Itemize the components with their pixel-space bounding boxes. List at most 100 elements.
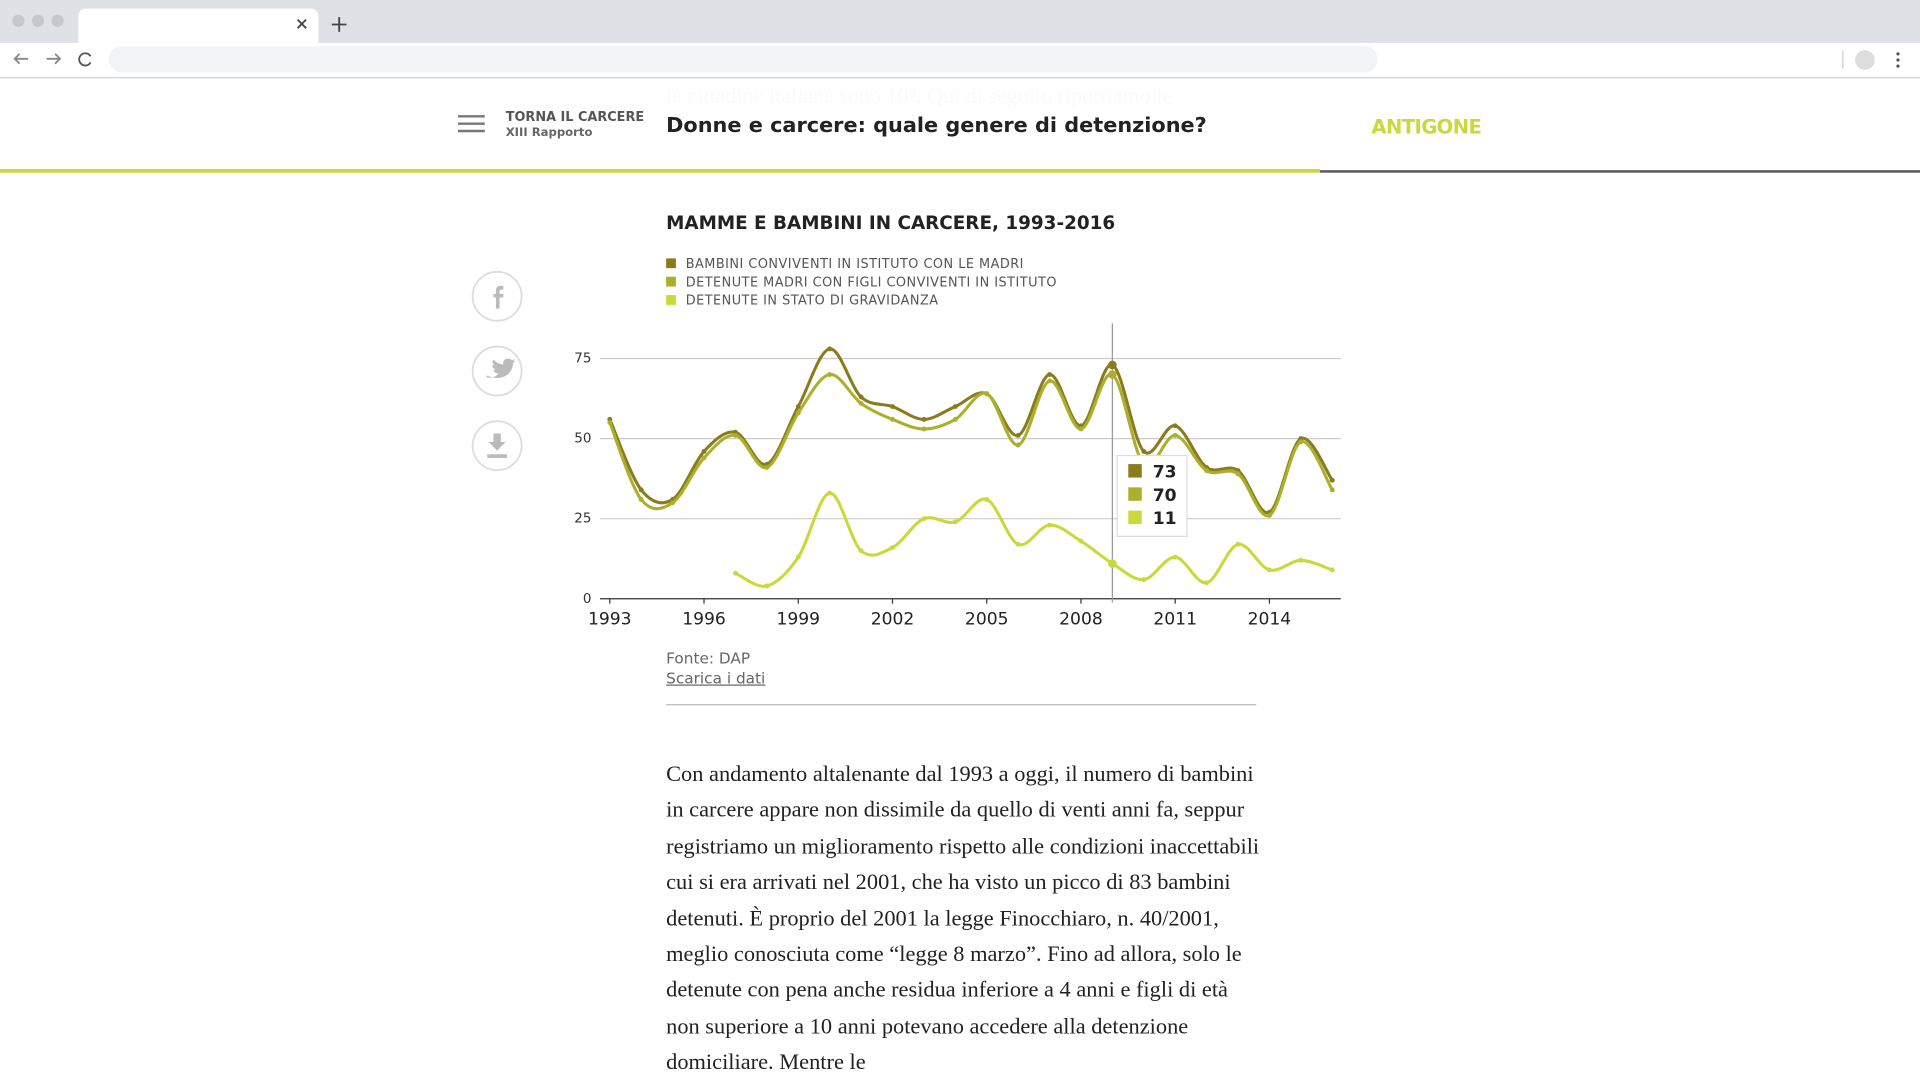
- tab-bar: [0, 0, 1920, 43]
- legend-swatch: [666, 258, 676, 269]
- progress-track: [1320, 170, 1920, 173]
- data-point: [638, 497, 644, 502]
- tooltip-swatch: [1128, 510, 1142, 525]
- data-point: [952, 416, 958, 422]
- data-point: [1047, 378, 1052, 384]
- data-point: [764, 464, 770, 470]
- data-point: [1172, 554, 1178, 560]
- x-tick-label: 2005: [965, 610, 1009, 630]
- data-point: [701, 455, 707, 461]
- data-point: [1108, 360, 1117, 370]
- data-point: [1298, 557, 1304, 563]
- tooltip-value: 11: [1153, 509, 1177, 529]
- data-point: [1266, 567, 1272, 573]
- data-point: [921, 426, 927, 432]
- data-point: [670, 500, 676, 506]
- data-point: [1078, 426, 1084, 432]
- data-point: [732, 570, 738, 576]
- profile[interactable]: [1855, 50, 1875, 70]
- data-point: [890, 545, 895, 550]
- data-point: [795, 404, 801, 410]
- download-link[interactable]: Scarica i dati: [666, 668, 766, 687]
- data-point: [1047, 372, 1052, 377]
- twitter[interactable]: [471, 345, 523, 397]
- forward[interactable]: [46, 53, 62, 65]
- y-tick-label: 50: [574, 432, 591, 447]
- article-paragraph: Con andamento altalenante dal 1993 a ogg…: [666, 761, 1260, 1075]
- data-point: [764, 583, 770, 589]
- data-point: [984, 391, 990, 397]
- divider: [666, 704, 1257, 706]
- data-point: [921, 416, 927, 422]
- data-point: [1204, 580, 1210, 586]
- site-header: TORNA IL CARCERE XIII Rapporto Donne e c…: [0, 79, 1920, 173]
- legend-swatch: [666, 276, 676, 287]
- data-point: [827, 490, 833, 496]
- menu[interactable]: [1896, 52, 1900, 68]
- browser-chrome: [0, 14, 1920, 79]
- chart: MAMME E BAMBINI IN CARCERE, 1993-2016 BA…: [574, 213, 1341, 630]
- data-point: [795, 554, 801, 560]
- data-point: [1047, 522, 1052, 528]
- data-point: [701, 448, 707, 454]
- tooltip-swatch: [1128, 487, 1142, 501]
- data-point: [1108, 559, 1117, 568]
- section-link[interactable]: TORNA IL CARCERE: [505, 110, 645, 125]
- data-point: [638, 487, 644, 493]
- series-line: [608, 347, 1334, 515]
- x-tick-label: 2002: [871, 610, 915, 630]
- logo[interactable]: ANTIGONE: [1371, 115, 1482, 139]
- x-tick-label: 2011: [1153, 610, 1197, 630]
- legend-swatch: [666, 295, 676, 305]
- download[interactable]: [471, 420, 523, 472]
- data-point: [858, 400, 864, 406]
- data-point: [1015, 432, 1021, 438]
- y-tick-label: 0: [583, 592, 592, 607]
- source: Fonte: DAP: [666, 648, 751, 668]
- data-point: [1204, 468, 1210, 474]
- close-tab[interactable]: [296, 18, 307, 29]
- new-tab[interactable]: [331, 17, 347, 32]
- tooltip-swatch: [1128, 464, 1142, 478]
- data-point: [1172, 423, 1178, 429]
- data-point: [1141, 448, 1147, 454]
- data-point: [1015, 442, 1021, 448]
- y-tick-label: 75: [574, 352, 591, 367]
- tooltip-value: 73: [1153, 463, 1177, 483]
- data-point: [890, 416, 895, 422]
- facebook[interactable]: [471, 270, 523, 322]
- data-point: [1235, 471, 1241, 477]
- data-point: [921, 516, 927, 522]
- page-title: Donne e carcere: quale genere di detenzi…: [666, 113, 1207, 139]
- data-point: [858, 394, 864, 400]
- legend-label: DETENUTE IN STATO DI GRAVIDANZA: [686, 294, 939, 309]
- data-point: [952, 519, 958, 525]
- data-point: [1172, 432, 1178, 438]
- data-point: [1235, 541, 1241, 547]
- data-point: [1329, 487, 1335, 493]
- back[interactable]: [13, 53, 29, 65]
- data-point: [607, 420, 613, 426]
- data-point: [984, 497, 990, 502]
- x-tick-label: 1999: [776, 610, 820, 630]
- data-point: [1078, 538, 1084, 544]
- series-line: [734, 491, 1333, 588]
- chart-title: MAMME E BAMBINI IN CARCERE, 1993-2016: [666, 213, 1115, 234]
- x-tick-label: 1996: [682, 610, 726, 630]
- reload[interactable]: [78, 52, 92, 67]
- tab[interactable]: [78, 8, 319, 43]
- data-point: [1141, 577, 1147, 583]
- hamburger[interactable]: [457, 114, 485, 134]
- data-point: [1298, 439, 1304, 445]
- y-tick-label: 25: [574, 512, 591, 527]
- data-point: [827, 346, 833, 352]
- data-point: [1329, 567, 1335, 573]
- data-point: [732, 432, 738, 438]
- data-point: [1266, 513, 1272, 518]
- address-bar[interactable]: [108, 46, 1378, 73]
- data-point: [827, 372, 833, 377]
- data-point: [890, 404, 895, 410]
- progress-bar: [0, 168, 1321, 173]
- x-tick-label: 1993: [588, 610, 632, 630]
